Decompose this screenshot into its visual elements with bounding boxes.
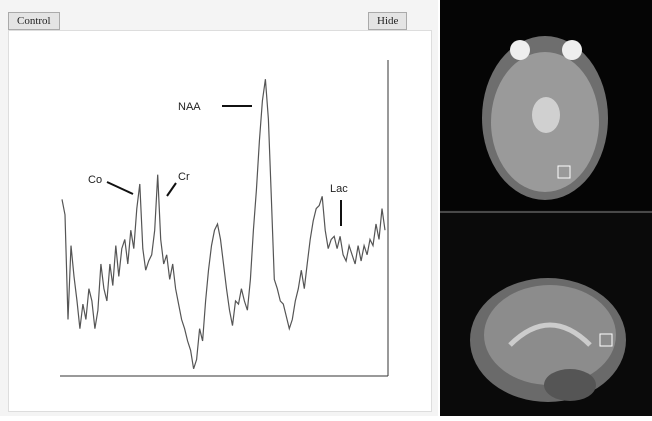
spectrum-panel: Control Hide NAA Co Cr Lac bbox=[0, 0, 438, 416]
cerebellum bbox=[544, 369, 596, 401]
app-window: Control Hide NAA Co Cr Lac bbox=[0, 0, 652, 416]
annotation: Lac bbox=[330, 183, 348, 195]
annotation: Cr bbox=[178, 171, 190, 183]
eye bbox=[510, 40, 530, 60]
annotation: Co bbox=[88, 174, 102, 186]
brainstem bbox=[532, 97, 560, 133]
leader-line bbox=[107, 182, 133, 194]
mri-panel bbox=[440, 0, 652, 416]
spectrum-chart: NAA Co Cr Lac bbox=[0, 0, 438, 416]
mri-images bbox=[440, 0, 652, 416]
leader-line bbox=[167, 183, 176, 196]
annotation: NAA bbox=[178, 101, 201, 113]
sagittal-brain bbox=[484, 285, 616, 385]
eye bbox=[562, 40, 582, 60]
spectrum-line bbox=[62, 79, 385, 369]
